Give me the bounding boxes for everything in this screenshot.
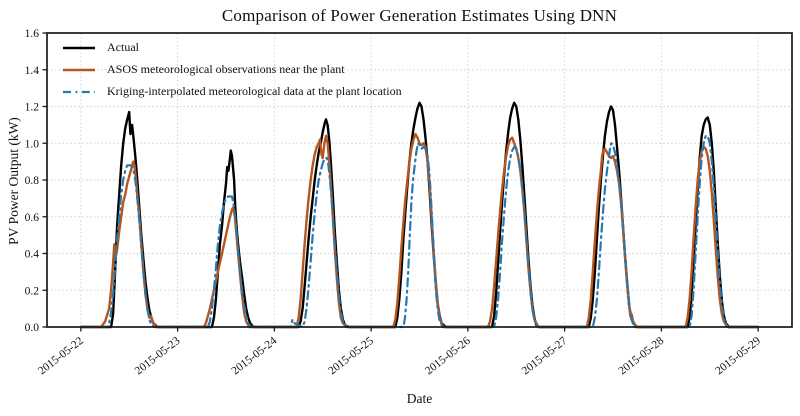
x-tick-label: 2015-05-29 [713,335,763,378]
y-tick-label: 1.6 [25,28,40,40]
legend-swatch-actual [63,46,95,49]
chart-title: Comparison of Power Generation Estimates… [221,6,618,25]
legend-swatch-asos [63,68,95,71]
legend-item-kriging: Kriging-interpolated meteorological data… [62,83,402,100]
y-tick-label: 1.0 [25,138,40,150]
series-line-kriging [79,134,760,329]
x-tick-label: 2015-05-22 [36,335,86,378]
legend-swatch-kriging [63,90,95,93]
y-tick-label: 0.4 [25,249,40,261]
y-tick-label: 1.2 [25,102,40,114]
y-tick-label: 0.8 [25,175,40,187]
legend-item-actual: Actual [62,39,402,56]
x-tick-label: 2015-05-27 [520,335,570,378]
series-line-actual [79,101,760,329]
x-tick-label: 2015-05-26 [423,335,473,378]
y-tick-label: 0.2 [25,285,40,297]
y-tick-label: 0.6 [25,212,40,224]
legend-label-actual: Actual [107,40,139,54]
x-tick-label: 2015-05-28 [617,335,667,378]
y-tick-label: 1.4 [25,65,40,77]
x-tick-label: 2015-05-25 [326,335,376,378]
x-tick-label: 2015-05-23 [133,335,183,378]
x-axis-title: Date [406,391,433,406]
legend-label-kriging: Kriging-interpolated meteorological data… [107,84,402,98]
series-line-asos [79,132,760,329]
legend-label-asos: ASOS meteorological observations near th… [107,62,345,76]
x-tick-label: 2015-05-24 [230,335,280,378]
y-tick-label: 0.0 [25,322,40,334]
legend: Actual ASOS meteorological observations n… [62,39,402,100]
legend-item-asos: ASOS meteorological observations near th… [62,61,402,78]
